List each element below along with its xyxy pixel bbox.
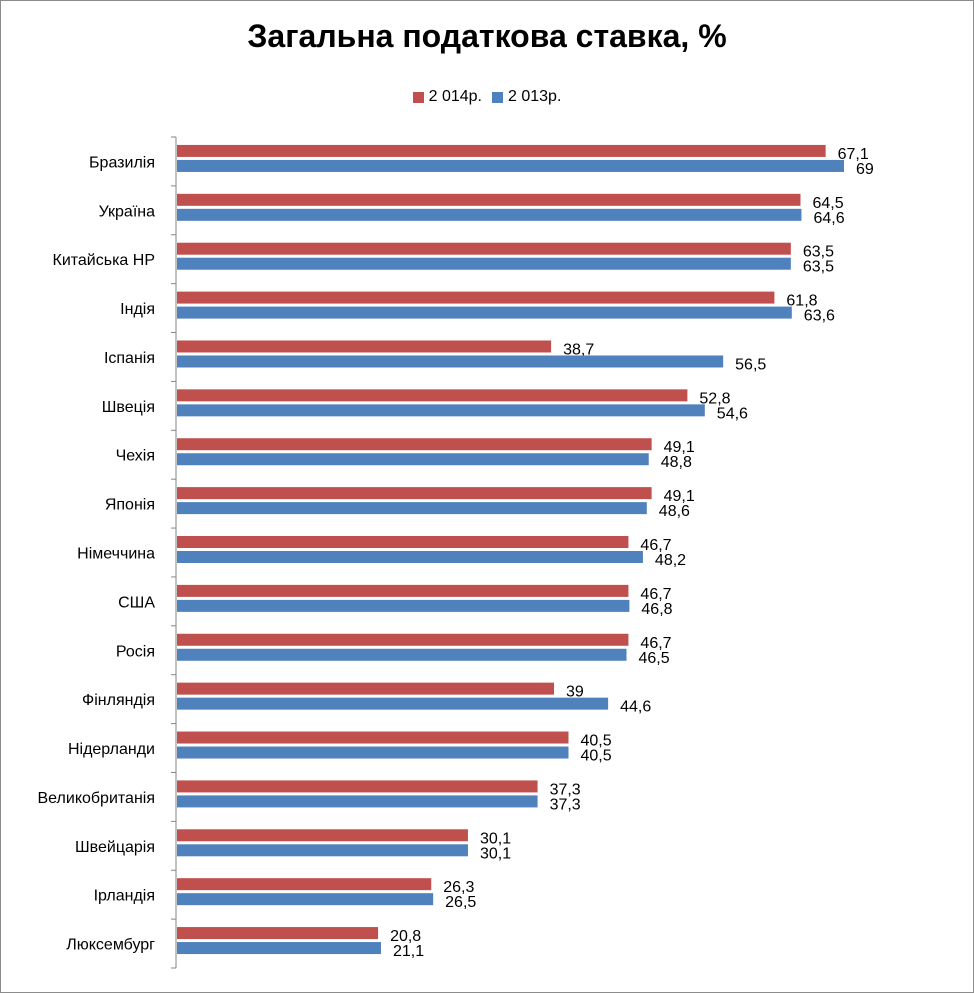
legend-swatch-2013 xyxy=(492,91,503,103)
bar-2013 xyxy=(177,208,802,221)
bar-2014 xyxy=(177,242,791,255)
bar-2014 xyxy=(177,633,629,646)
data-label-2013: 46,8 xyxy=(641,601,672,618)
category-label: Фінляндія xyxy=(82,692,155,709)
bar-2014 xyxy=(177,927,379,940)
bar-2014 xyxy=(177,144,826,157)
category-label: Бразилія xyxy=(89,154,155,171)
data-label-2014: 26,3 xyxy=(443,879,474,896)
data-label-2014: 61,8 xyxy=(786,293,817,310)
bar-2013 xyxy=(177,893,434,906)
category-label: Іспанія xyxy=(104,350,155,367)
data-label-2013: 69 xyxy=(856,161,874,178)
data-label-2014: 64,5 xyxy=(813,195,844,212)
category-label: Німеччина xyxy=(77,546,155,563)
bar-2014 xyxy=(177,438,652,451)
data-label-2013: 48,6 xyxy=(659,503,690,520)
legend: 2 014р. 2 013р. xyxy=(0,88,974,106)
data-label-2013: 64,6 xyxy=(813,210,844,227)
data-label-2014: 67,1 xyxy=(838,146,869,163)
bar-2014 xyxy=(177,731,569,744)
data-label-2014: 30,1 xyxy=(480,830,511,847)
bar-2014 xyxy=(177,340,552,353)
category-label: Ірландія xyxy=(94,888,155,905)
bar-2014 xyxy=(177,829,468,842)
data-label-2013: 37,3 xyxy=(550,796,581,813)
data-label-2014: 52,8 xyxy=(699,390,730,407)
data-label-2014: 40,5 xyxy=(581,733,612,750)
category-label: Індія xyxy=(120,301,155,318)
data-label-2014: 49,1 xyxy=(664,488,695,505)
data-label-2013: 46,5 xyxy=(639,650,670,667)
bar-2013 xyxy=(177,551,643,563)
data-label-2013: 40,5 xyxy=(581,748,612,765)
bar-2014 xyxy=(177,291,775,304)
category-label: Японія xyxy=(105,497,155,514)
category-label: Великобританія xyxy=(38,790,156,807)
category-label: США xyxy=(118,594,155,611)
bar-2013 xyxy=(177,746,569,759)
chart-title: Загальна податкова ставка, % xyxy=(247,18,727,54)
data-label-2014: 39 xyxy=(566,684,584,701)
bar-2013 xyxy=(177,257,791,270)
bar-2013 xyxy=(177,599,630,612)
bar-2013 xyxy=(177,795,538,808)
bar-2013 xyxy=(177,697,609,710)
legend-label-2014: 2 014р. xyxy=(428,88,482,105)
data-label-2013: 21,1 xyxy=(393,943,424,960)
data-label-2014: 63,5 xyxy=(803,244,834,261)
bar-2014 xyxy=(177,584,629,597)
bar-2013 xyxy=(177,453,649,466)
category-label: Люксембург xyxy=(66,937,155,954)
legend-label-2013: 2 013р. xyxy=(508,88,562,105)
data-label-2013: 48,2 xyxy=(655,552,686,569)
bar-2014 xyxy=(177,536,629,548)
data-label-2013: 26,5 xyxy=(445,894,476,911)
legend-swatch-2014 xyxy=(412,91,424,103)
category-label: Нідерланди xyxy=(68,741,155,758)
data-label-2014: 37,3 xyxy=(550,781,581,798)
bar-2014 xyxy=(177,193,801,206)
bar-2014 xyxy=(177,389,688,402)
bar-2013 xyxy=(177,159,844,172)
data-label-2014: 20,8 xyxy=(390,928,421,945)
category-label: Швеція xyxy=(102,399,155,416)
bar-2014 xyxy=(177,780,538,793)
data-label-2013: 44,6 xyxy=(620,699,651,716)
bar-2013 xyxy=(177,355,724,368)
bar-2013 xyxy=(177,942,381,955)
data-label-2014: 38,7 xyxy=(563,341,594,358)
bar-2013 xyxy=(177,306,792,319)
bar-2014 xyxy=(177,487,652,500)
category-label: Чехія xyxy=(116,448,155,465)
bar-2013 xyxy=(177,404,705,417)
data-label-2013: 56,5 xyxy=(735,356,766,373)
category-label: Китайська НР xyxy=(53,252,156,269)
data-label-2013: 48,8 xyxy=(661,454,692,471)
category-label: Швейцарія xyxy=(75,839,155,856)
data-label-2013: 63,6 xyxy=(804,308,835,325)
data-label-2014: 46,7 xyxy=(640,537,671,554)
data-label-2013: 54,6 xyxy=(717,405,748,422)
data-label-2013: 30,1 xyxy=(480,845,511,862)
data-label-2014: 49,1 xyxy=(664,439,695,456)
data-label-2014: 46,7 xyxy=(640,635,671,652)
legend-item-2014: 2 014р. xyxy=(412,88,482,106)
data-label-2014: 46,7 xyxy=(640,586,671,603)
category-label: Україна xyxy=(99,203,156,220)
bar-2014 xyxy=(177,682,554,695)
bar-2013 xyxy=(177,844,468,857)
bar-2013 xyxy=(177,502,647,515)
bar-2014 xyxy=(177,878,432,891)
bar-2013 xyxy=(177,648,627,661)
category-label: Росія xyxy=(116,643,155,660)
legend-item-2013: 2 013р. xyxy=(492,88,561,106)
data-label-2013: 63,5 xyxy=(803,259,834,276)
